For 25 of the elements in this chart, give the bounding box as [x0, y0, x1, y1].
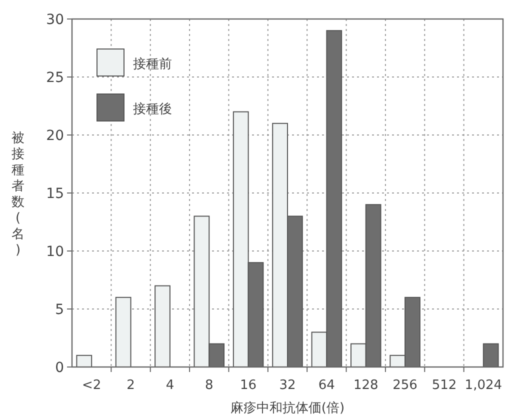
x-tick-label: 512 — [432, 378, 457, 393]
x-tick-label: 4 — [166, 378, 174, 393]
y-tick-label: 0 — [55, 360, 64, 376]
bar — [154, 285, 170, 368]
x-tick-label: 32 — [279, 378, 296, 393]
x-tick-label: <2 — [82, 378, 102, 393]
y-tick-label: 5 — [55, 302, 64, 318]
x-tick-label: 256 — [392, 378, 418, 393]
bar — [76, 354, 92, 368]
y-tick-label: 20 — [46, 128, 64, 144]
x-tick-label: 64 — [318, 378, 335, 393]
y-axis-title: 被接種者数(名) — [12, 131, 24, 258]
bar — [115, 296, 132, 368]
y-tick-label: 15 — [46, 186, 64, 202]
x-tick-label: 8 — [204, 378, 214, 393]
y-tick-label: 30 — [46, 12, 64, 28]
legend-label: 接種後 — [133, 102, 172, 117]
x-tick-label: 128 — [353, 378, 378, 393]
x-tick-label: 2 — [126, 378, 135, 393]
legend-label: 接種前 — [133, 57, 172, 72]
x-tick-label: 1,024 — [464, 378, 502, 393]
x-axis-title: 麻疹中和抗体価(倍) — [230, 401, 345, 416]
y-tick-label: 10 — [46, 244, 64, 260]
y-tick-label: 25 — [46, 70, 64, 86]
x-tick-label: 16 — [240, 378, 257, 393]
